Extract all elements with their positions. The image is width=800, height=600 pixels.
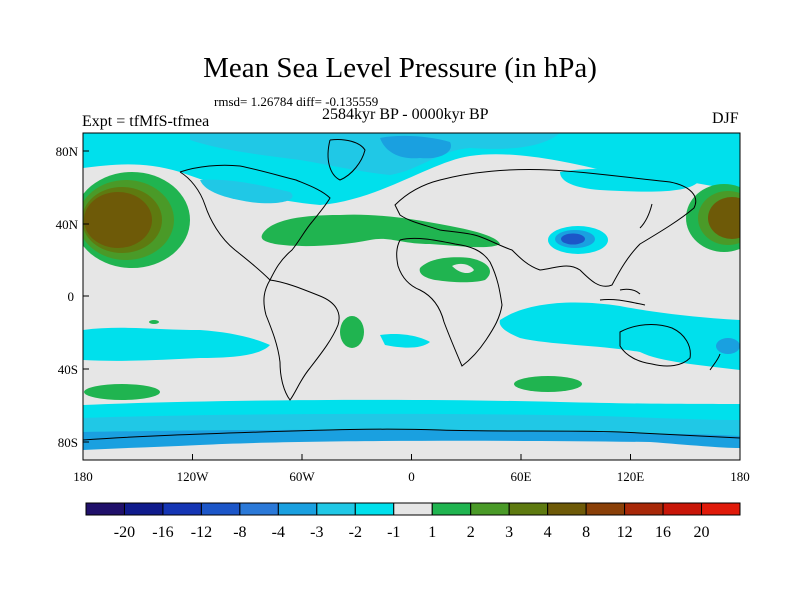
colorbar-box [470,502,510,516]
colorbar-box [701,502,741,516]
colorbar-box [585,502,626,516]
lat-label-0: 0 [68,289,75,304]
lat-label-80s: 80S [58,435,78,450]
australia-east-negative [716,338,740,354]
colorbar-label: 20 [694,524,710,541]
colorbar-box [162,502,202,516]
arctic-deep-core [380,135,451,159]
colorbar-label: -16 [152,524,173,541]
south-pacific-negative-2 [380,333,430,348]
tibet-low-core [561,233,585,245]
colorbar-label: 12 [617,524,633,541]
eurasia-coast [394,168,697,287]
colorbar-label: -20 [114,524,135,541]
sahara-positive [419,257,490,283]
pacific-high-core [84,192,152,248]
colorbar-label: 2 [467,524,475,541]
season-label: DJF [712,110,739,127]
colorbar-box [123,502,164,516]
experiment-label: Expt = tfMfS-tfmea [82,113,210,130]
north-america-coast [179,164,331,281]
arctic-negative-core [190,133,560,175]
colorbar-box [547,502,587,516]
colorbar-label: 8 [582,524,590,541]
new-zealand-coast [709,353,721,371]
tick-marks [82,150,741,460]
colorbar-box [277,502,318,516]
antarctica-neutral [83,440,740,460]
pacific-high-east-core [708,197,740,239]
colorbar-box [316,502,356,516]
africa-coast [396,237,503,367]
lon-label-180w: 180 [73,469,93,484]
lat-label-80n: 80N [56,144,79,159]
colorbar-label: 4 [544,524,552,541]
colorbar-labels: -20 -16 -12 -8 -4 -3 -2 -1 1 2 3 4 8 12 16 20 [114,524,710,541]
japan-coast [639,203,653,229]
south-pacific-negative [83,327,270,361]
lon-label-180e: 180 [730,469,750,484]
small-positive [149,320,159,324]
south-america-coast [263,279,340,401]
colorbar-box [393,502,433,516]
colorbar-box [200,502,241,516]
southern-positive-indian [514,376,582,392]
colorbar-box [431,502,472,516]
lon-label-0: 0 [408,469,415,484]
greenland-coast [327,139,366,181]
stats-line: rmsd= 1.26784 diff= -0.135559 [214,94,379,109]
period-label: 2584kyr BP - 0000kyr BP [322,106,489,123]
indonesia-coast [599,288,646,306]
colorbar-box [624,502,664,516]
colorbar-label: -8 [233,524,246,541]
map-plot-area [83,133,740,460]
colorbar-box [239,502,279,516]
lat-label-40n: 40N [56,217,79,232]
sahara-gap [452,263,474,274]
atlantic-positive-band [261,214,500,248]
colorbar-label: -12 [191,524,212,541]
siberia-negative [560,168,700,192]
australia-coast [619,324,691,367]
colorbar-label: 3 [505,524,513,541]
lon-label-120e: 120E [617,469,645,484]
colorbar-label: 1 [428,524,436,541]
colorbar-label: 16 [655,524,671,541]
colorbar-box [85,502,125,516]
south-atlantic-positive [340,316,364,348]
colorbar-box [508,502,549,516]
lat-label-40s: 40S [58,362,78,377]
lon-label-60w: 60W [289,469,315,484]
southern-positive-west [84,384,160,400]
colorbar-box [662,502,703,516]
colorbar-label: -2 [349,524,362,541]
canada-negative [200,179,293,204]
colorbar-label: -3 [310,524,323,541]
lon-label-60e: 60E [511,469,532,484]
colorbar-label: -1 [387,524,400,541]
colorbar-box [354,502,395,516]
lon-label-120w: 120W [177,469,210,484]
coastlines [83,139,740,441]
figure-title: Mean Sea Level Pressure (in hPa) [203,52,597,84]
antarctica-coast [83,428,740,441]
colorbar-label: -4 [272,524,285,541]
colorbar [85,502,741,516]
